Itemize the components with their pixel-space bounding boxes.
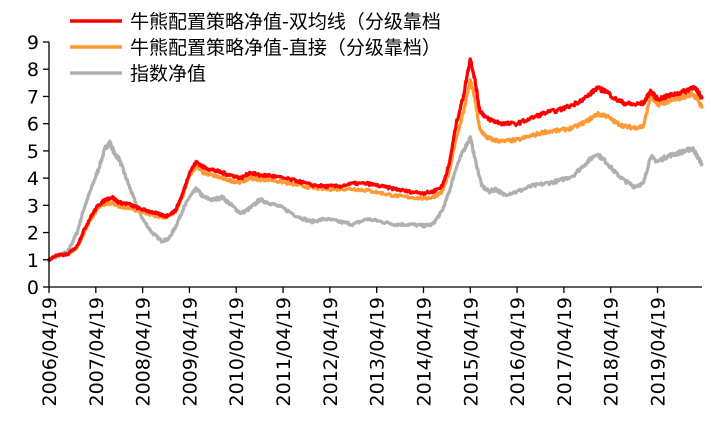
legend-label-3: 指数净值 (130, 63, 206, 85)
y-ticks: 0 1 2 3 4 5 6 7 8 9 (27, 32, 49, 299)
legend-item-1: 牛熊配置策略净值-双均线（分级靠档 (70, 11, 441, 33)
plot-area: 0 1 2 3 4 5 6 7 8 9 2006/04/19 2007/04/19 2008/04/1… (27, 32, 704, 407)
x-tick-label: 2012/04/19 (320, 297, 342, 407)
y-tick-label: 8 (27, 59, 39, 81)
y-tick-label: 6 (27, 114, 39, 136)
x-tick-label: 2011/04/19 (273, 297, 295, 407)
x-tick-label: 2015/04/19 (460, 297, 482, 407)
legend-label-1: 牛熊配置策略净值-双均线（分级靠档 (130, 11, 441, 33)
series-line-1 (47, 57, 704, 262)
x-tick-label: 2010/04/19 (226, 297, 248, 407)
legend-item-2: 牛熊配置策略净值-直接（分级靠档） (70, 37, 441, 59)
legend-label-2: 牛熊配置策略净值-直接（分级靠档） (130, 37, 441, 59)
y-tick-label: 0 (27, 277, 39, 299)
y-tick-label: 4 (27, 168, 39, 190)
x-tick-label: 2018/04/19 (601, 297, 623, 407)
legend: 牛熊配置策略净值-双均线（分级靠档 牛熊配置策略净值-直接（分级靠档） 指数净值 (70, 11, 441, 85)
x-tick-label: 2009/04/19 (179, 297, 201, 407)
series-layer (47, 57, 704, 263)
y-tick-label: 5 (27, 141, 39, 163)
y-tick-label: 3 (27, 195, 39, 217)
x-tick-label: 2016/04/19 (507, 297, 529, 407)
x-tick-label: 2013/04/19 (367, 297, 389, 407)
y-tick-label: 1 (27, 250, 39, 272)
x-tick-label: 2006/04/19 (39, 297, 61, 407)
series-line-2 (47, 78, 704, 262)
y-tick-label: 2 (27, 223, 39, 245)
x-tick-label: 2007/04/19 (86, 297, 108, 407)
series-line-3 (47, 135, 704, 263)
x-tick-label: 2014/04/19 (414, 297, 436, 407)
y-tick-label: 7 (27, 86, 39, 108)
y-tick-label: 9 (27, 32, 39, 54)
x-tick-label: 2017/04/19 (554, 297, 576, 407)
legend-item-3: 指数净值 (70, 63, 206, 85)
x-tick-label: 2008/04/19 (133, 297, 155, 407)
x-tick-label: 2019/04/19 (648, 297, 670, 407)
x-ticks: 2006/04/19 2007/04/19 2008/04/19 2009/04/19… (39, 287, 670, 407)
